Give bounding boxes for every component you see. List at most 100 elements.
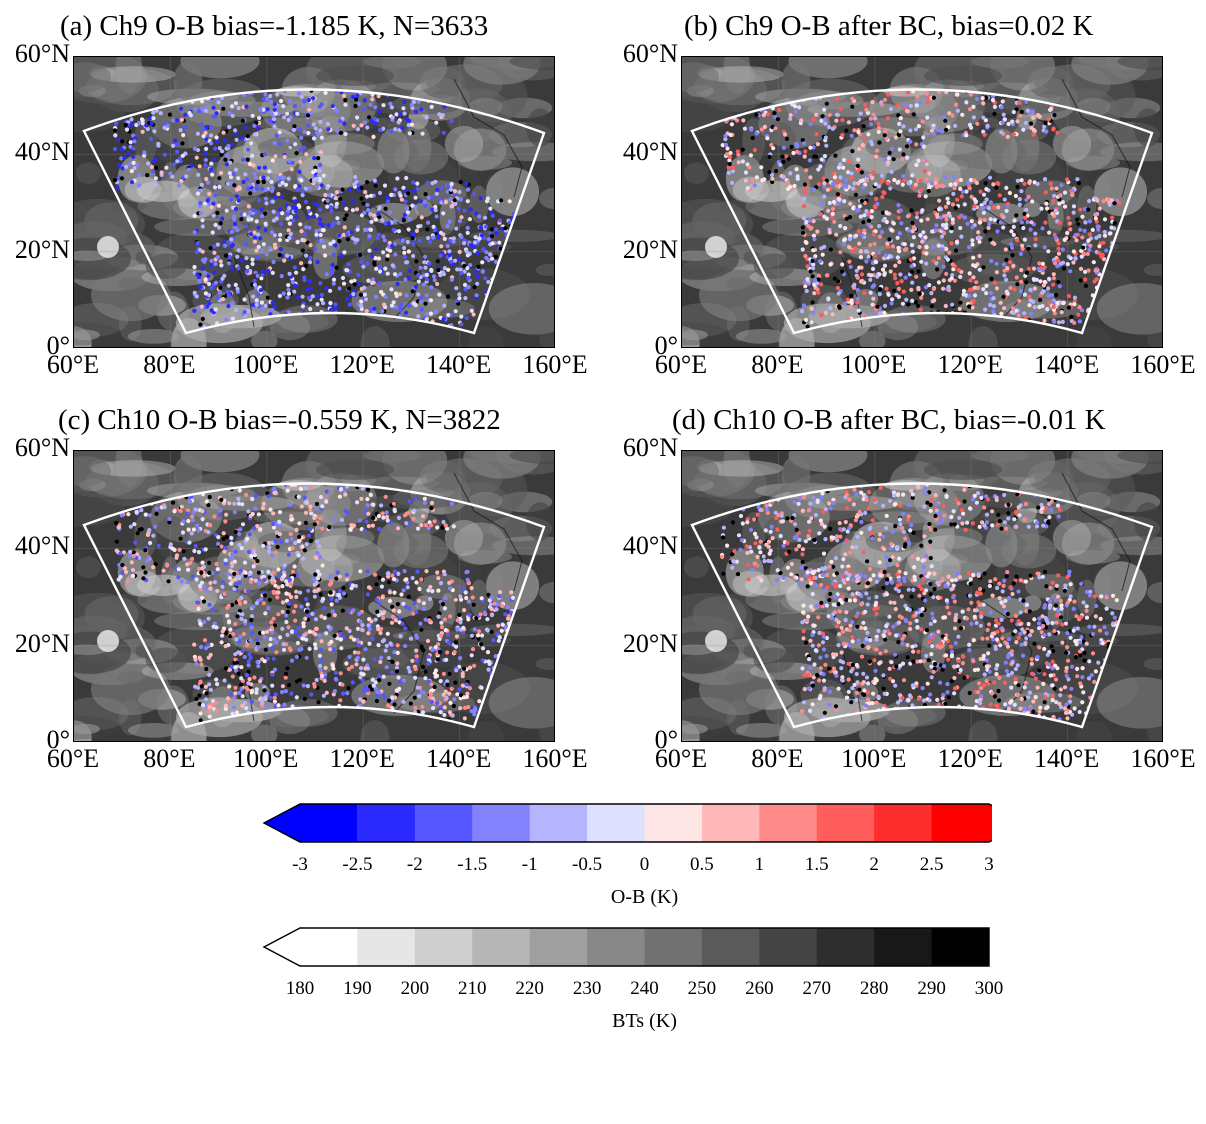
- domain-boundary: [82, 88, 546, 335]
- colorbar-tick-label: 190: [343, 978, 372, 999]
- colorbar-tick-label: 180: [285, 978, 315, 999]
- panel-c: (c) Ch10 O-B bias=-0.559 K, N=3822 60°N 4…: [0, 402, 600, 782]
- bright-cloud: [97, 236, 119, 258]
- map-area: [681, 56, 1163, 348]
- colorbar-tick-label: 260: [745, 978, 774, 999]
- colorbar-segment: [587, 804, 645, 842]
- lon-tick-label: 160°E: [522, 744, 588, 773]
- lat-tick-label: 40°N: [622, 137, 678, 166]
- colorbar-tick-label: -2.5: [342, 854, 373, 875]
- lon-tick-label: 140°E: [1033, 744, 1100, 773]
- colorbar-segment: [874, 928, 933, 966]
- lon-tick-label: 120°E: [329, 350, 395, 379]
- colorbar-segment: [472, 928, 531, 966]
- panel-b: (b) Ch9 O-B after BC, bias=0.02 K 60°N 40…: [608, 8, 1206, 388]
- lat-tick-label: 0°: [46, 725, 70, 754]
- colorbar-tick-label: 0: [639, 854, 650, 875]
- map-area: [681, 450, 1163, 742]
- bright-cloud: [97, 630, 119, 652]
- panel-title: (c) Ch10 O-B bias=-0.559 K, N=3822: [58, 404, 501, 436]
- domain-boundary: [82, 482, 546, 729]
- colorbar-segment: [264, 804, 358, 842]
- colorbar-segment: [931, 928, 990, 966]
- lon-tick-label: 100°E: [233, 350, 299, 379]
- colorbar-segment: [414, 928, 473, 966]
- colorbar-tick-label: 300: [974, 978, 1004, 999]
- lon-tick-label: 80°E: [143, 350, 196, 379]
- colorbar-segment: [759, 804, 818, 842]
- colorbar-tick-label: 230: [572, 978, 602, 999]
- panel-title: (a) Ch9 O-B bias=-1.185 K, N=3633: [60, 10, 489, 42]
- lat-tick-label: 60°N: [14, 39, 70, 68]
- bt-colorbar: 180 190 200 210 220 230 240 250 260 270 280 290 300 B…: [262, 924, 1003, 1034]
- panel-title: (b) Ch9 O-B after BC, bias=0.02 K: [684, 10, 1094, 42]
- colorbar-title: O-B (K): [610, 886, 679, 908]
- lat-tick-label: 0°: [46, 331, 70, 360]
- colorbar-segment: [644, 804, 703, 842]
- colorbar-tick-label: 1.5: [804, 854, 829, 875]
- lon-tick-label: 100°E: [841, 350, 907, 379]
- colorbar-segment: [472, 804, 531, 842]
- colorbar-tick-label: 290: [917, 978, 946, 999]
- map-area: [73, 56, 555, 348]
- colorbar-tick-label: 210: [458, 978, 487, 999]
- ob-colorbar: -3 -2.5 -2 -1.5 -1 -0.5 0 0.5 1 1.5 2 2.5 3 O-B (K): [262, 800, 994, 910]
- lat-tick-label: 40°N: [14, 531, 70, 560]
- lon-tick-label: 160°E: [1130, 744, 1196, 773]
- lon-tick-label: 140°E: [425, 744, 492, 773]
- lat-tick-label: 20°N: [622, 629, 678, 658]
- colorbar-svg: [262, 927, 990, 967]
- bright-cloud: [705, 630, 727, 652]
- colorbar-tick-label: 240: [630, 978, 659, 999]
- colorbar-tick-label: -2: [406, 854, 423, 875]
- lon-tick-label: 60°E: [654, 744, 708, 773]
- lon-tick-label: 60°E: [46, 744, 100, 773]
- lat-tick-label: 60°N: [622, 39, 678, 68]
- colorbar-segment: [701, 804, 760, 842]
- colorbar-title: BTs (K): [612, 1010, 677, 1032]
- colorbar-segment: [587, 928, 645, 966]
- colorbar-tick-label: -1: [521, 854, 538, 875]
- domain-boundary: [690, 88, 1154, 335]
- colorbar-tick-label: 0.5: [690, 854, 714, 875]
- panel-title: (d) Ch10 O-B after BC, bias=-0.01 K: [672, 404, 1106, 436]
- lat-tick-label: 20°N: [622, 235, 678, 264]
- colorbar-svg: [262, 803, 992, 843]
- colorbar-segment: [357, 804, 416, 842]
- colorbar-tick-label: 220: [515, 978, 544, 999]
- lon-tick-label: 60°E: [654, 350, 708, 379]
- lon-tick-label: 100°E: [233, 744, 299, 773]
- colorbar-tick-label: 270: [802, 978, 832, 999]
- domain-boundary: [690, 482, 1154, 729]
- colorbar-segment: [529, 804, 588, 842]
- colorbar-tick-label: -0.5: [572, 854, 603, 875]
- colorbar-segment: [759, 928, 818, 966]
- lon-tick-label: 160°E: [1130, 350, 1196, 379]
- lat-tick-label: 60°N: [14, 433, 70, 462]
- lon-tick-label: 140°E: [425, 350, 492, 379]
- colorbar-segment: [264, 928, 358, 966]
- colorbar-tick-label: 280: [859, 978, 889, 999]
- bright-cloud: [705, 236, 727, 258]
- colorbar-segment: [701, 928, 760, 966]
- lat-tick-label: 20°N: [14, 235, 70, 264]
- lon-tick-label: 100°E: [841, 744, 907, 773]
- lon-tick-label: 140°E: [1033, 350, 1100, 379]
- lat-tick-label: 60°N: [622, 433, 678, 462]
- lon-tick-label: 80°E: [751, 744, 804, 773]
- colorbar-tick-label: 250: [687, 978, 717, 999]
- colorbar-segment: [644, 928, 703, 966]
- colorbar-tick-label: 1: [754, 854, 765, 875]
- map-svg: [682, 57, 1162, 347]
- lat-tick-label: 0°: [654, 725, 678, 754]
- panel-d: (d) Ch10 O-B after BC, bias=-0.01 K 60°N…: [608, 402, 1206, 782]
- colorbar-segment: [414, 804, 473, 842]
- colorbar-tick-label: 2: [869, 854, 879, 875]
- lon-tick-label: 120°E: [329, 744, 395, 773]
- map-svg: [74, 451, 554, 741]
- panel-a: (a) Ch9 O-B bias=-1.185 K, N=3633 60°N 40…: [0, 8, 600, 388]
- lat-tick-label: 40°N: [622, 531, 678, 560]
- colorbar-tick-label: 2.5: [919, 854, 944, 875]
- lon-tick-label: 60°E: [46, 350, 100, 379]
- colorbar-segment: [874, 804, 933, 842]
